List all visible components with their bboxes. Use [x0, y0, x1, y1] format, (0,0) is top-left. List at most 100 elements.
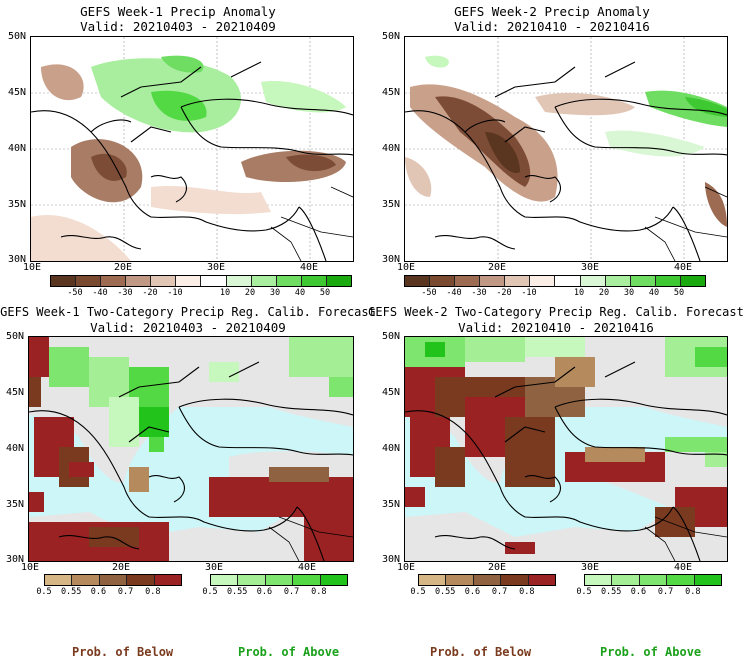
colorbar-tick-label: 0.6 — [630, 587, 647, 597]
lat-label: 30N — [7, 254, 26, 265]
above-cells — [405, 337, 727, 467]
colorbar-tick-label: -10 — [167, 288, 183, 298]
lon-label: 10E — [20, 562, 40, 573]
prob-below-label: Prob. of Below — [430, 645, 532, 659]
colorbar-swatch — [530, 276, 556, 286]
lat-label: 50N — [381, 31, 400, 42]
lon-label: 10E — [396, 562, 416, 573]
panel-week2-anomaly: GEFS Week-2 Precip Anomaly Valid: 202104… — [376, 0, 752, 300]
lon-label: 30E — [580, 262, 600, 273]
colorbar-swatch — [505, 276, 531, 286]
map-week2-probability — [404, 336, 728, 562]
colorbar-tick-label: 0.5 — [410, 587, 426, 597]
colorbar-tick-label: -20 — [142, 288, 158, 298]
lon-label: 40E — [673, 262, 693, 273]
colorbar-tick-label: 30 — [269, 288, 281, 298]
lon-label: 30E — [206, 262, 226, 273]
lon-label: 30E — [204, 562, 224, 573]
map-week2-anomaly — [404, 36, 728, 262]
colorbar-swatch — [630, 276, 656, 286]
map-plot — [29, 337, 353, 561]
panel-week1-probability: GEFS Week-1 Two-Category Precip Reg. Cal… — [0, 300, 376, 662]
colorbar-swatch — [419, 575, 447, 585]
lat-label: 30N — [5, 554, 24, 565]
dry-anomaly-area — [41, 64, 84, 101]
colorbar-tick-label: 0.55 — [226, 587, 248, 597]
colorbar-tick-label: -40 — [92, 288, 108, 298]
map-week1-anomaly — [30, 36, 354, 262]
colorbar-swatch — [528, 575, 556, 585]
colorbar-tick-label: 30 — [623, 288, 635, 298]
colorbar-tick-label: 0.5 — [36, 587, 52, 597]
map-plot — [405, 37, 727, 261]
colorbar-swatch — [680, 276, 705, 286]
colorbar-swatch — [76, 276, 102, 286]
lat-label: 50N — [7, 31, 26, 42]
colorbar-swatch — [446, 575, 474, 585]
colorbar-swatch — [265, 575, 294, 585]
colorbar-tick-label: 10 — [573, 288, 585, 298]
colorbar-tick-label: -20 — [496, 288, 512, 298]
colorbar-tick-label: 0.5 — [576, 587, 592, 597]
colorbar-swatch — [320, 575, 348, 585]
lon-label: 10E — [396, 262, 416, 273]
lon-label: 40E — [299, 262, 319, 273]
prob-below-label: Prob. of Below — [72, 645, 174, 659]
colorbar-tick-label: 0.8 — [519, 587, 535, 597]
lat-label: 40N — [5, 443, 24, 454]
colorbar-swatch — [238, 575, 266, 585]
anomaly-colorbar — [50, 275, 352, 287]
colorbar-swatch — [126, 276, 152, 286]
above-colorbar — [584, 574, 722, 586]
panel-title: GEFS Week-2 Two-Category Precip Reg. Cal… — [368, 305, 744, 319]
lon-label: 40E — [673, 562, 693, 573]
lon-label: 20E — [487, 562, 507, 573]
colorbar-tick-label: -30 — [471, 288, 487, 298]
colorbar-tick-label: 20 — [244, 288, 256, 298]
colorbar-tick-label: 0.5 — [202, 587, 218, 597]
colorbar-swatch — [51, 276, 77, 286]
anomaly-colorbar — [404, 275, 706, 287]
colorbar-swatch — [585, 575, 613, 585]
above-colorbar — [210, 574, 348, 586]
colorbar-swatch — [301, 276, 327, 286]
lat-label: 50N — [5, 331, 24, 342]
colorbar-tick-label: 0.6 — [90, 587, 107, 597]
colorbar-tick-label: 50 — [673, 288, 685, 298]
lat-label: 30N — [381, 254, 400, 265]
lat-label: 35N — [5, 499, 24, 510]
colorbar-swatch — [72, 575, 100, 585]
lat-label: 45N — [381, 387, 400, 398]
lat-label: 35N — [381, 199, 400, 210]
panel-title: GEFS Week-2 Precip Anomaly — [454, 4, 650, 19]
panel-title: GEFS Week-1 Precip Anomaly — [80, 4, 276, 19]
below-colorbar — [44, 574, 182, 586]
colorbar-tick-label: 10 — [219, 288, 231, 298]
lat-label: 40N — [381, 143, 400, 154]
colorbar-tick-label: 0.55 — [60, 587, 82, 597]
colorbar-swatch — [154, 575, 182, 585]
colorbar-tick-label: 50 — [319, 288, 331, 298]
lat-label: 40N — [381, 443, 400, 454]
below-colorbar — [418, 574, 556, 586]
colorbar-swatch — [555, 276, 581, 286]
colorbar-tick-label: -40 — [446, 288, 462, 298]
panel-valid-dates: Valid: 20210403 - 20210409 — [90, 320, 286, 335]
panel-week2-probability: GEFS Week-2 Two-Category Precip Reg. Cal… — [368, 300, 752, 662]
colorbar-swatch — [655, 276, 681, 286]
lon-label: 20E — [111, 562, 131, 573]
lat-label: 30N — [381, 554, 400, 565]
colorbar-tick-label: -50 — [421, 288, 437, 298]
map-plot — [405, 337, 727, 561]
colorbar-tick-label: 0.7 — [657, 587, 674, 597]
above-cells — [49, 337, 353, 452]
colorbar-swatch — [501, 575, 529, 585]
lat-label: 40N — [7, 143, 26, 154]
colorbar-swatch — [430, 276, 456, 286]
colorbar-swatch — [276, 276, 302, 286]
prob-above-label: Prob. of Above — [600, 645, 702, 659]
colorbar-tick-label: 40 — [648, 288, 660, 298]
colorbar-swatch — [251, 276, 277, 286]
panel-valid-dates: Valid: 20210403 - 20210409 — [80, 19, 276, 34]
colorbar-tick-label: 0.7 — [491, 587, 508, 597]
